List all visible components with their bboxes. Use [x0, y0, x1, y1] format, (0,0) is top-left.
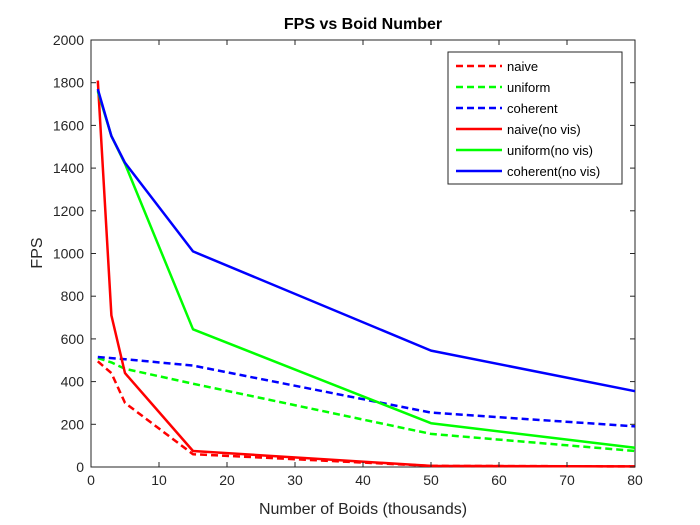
x-tick-label: 50 — [423, 472, 439, 488]
x-tick-label: 10 — [151, 472, 167, 488]
series-layer — [96, 80, 636, 468]
y-tick-label: 2000 — [53, 32, 84, 48]
chart-title: FPS vs Boid Number — [284, 16, 442, 33]
legend-label: naive — [507, 59, 538, 74]
legend-label: uniform — [507, 80, 550, 95]
legend-label: coherent — [507, 101, 558, 116]
y-tick-label: 1000 — [53, 246, 84, 262]
y-tick-label: 1800 — [53, 75, 84, 91]
x-tick-label: 20 — [219, 472, 235, 488]
y-tick-label: 1600 — [53, 117, 84, 133]
legend: naive uniform coherent naive(no vis) uniform… — [447, 51, 623, 185]
x-tick-label: 30 — [287, 472, 303, 488]
y-tick-label: 1200 — [53, 203, 84, 219]
series-line-coherent — [97, 355, 636, 428]
y-tick-label: 600 — [61, 331, 85, 347]
legend-label: coherent(no vis) — [507, 164, 600, 179]
series-line-coherent-no-vis — [96, 88, 636, 393]
x-tick-label: 70 — [559, 472, 575, 488]
legend-label: naive(no vis) — [507, 122, 581, 137]
y-tick-label: 400 — [61, 374, 85, 390]
x-tick-label: 40 — [355, 472, 371, 488]
x-axis-label: Number of Boids (thousands) — [259, 501, 467, 518]
legend-box — [447, 51, 623, 185]
ticks-layer: 0 10 20 30 40 50 60 70 8002004006008001000120014… — [53, 32, 643, 488]
series-line-uniform — [97, 356, 636, 453]
y-tick-label: 1400 — [53, 160, 84, 176]
x-tick-label: 0 — [87, 472, 95, 488]
y-axis-label: FPS — [29, 237, 46, 268]
y-tick-label: 0 — [76, 459, 84, 475]
x-tick-label: 80 — [627, 472, 643, 488]
y-tick-label: 200 — [61, 416, 85, 432]
legend-label: uniform(no vis) — [507, 143, 593, 158]
x-tick-label: 60 — [491, 472, 507, 488]
y-tick-label: 800 — [61, 288, 85, 304]
series-line-naive-no-vis — [96, 80, 636, 468]
